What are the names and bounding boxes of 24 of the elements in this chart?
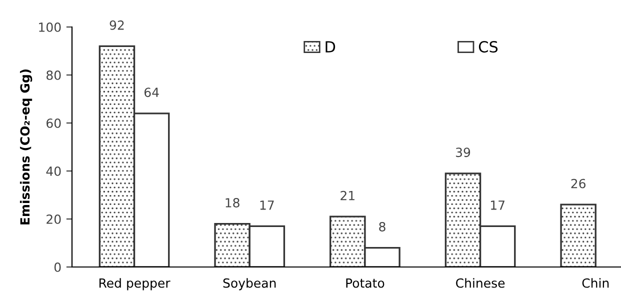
y-tick-label: 0 <box>54 262 61 272</box>
y-axis-title: Emissions (CO₂-eq Gg) <box>20 69 32 224</box>
y-tick-label: 60 <box>46 118 61 128</box>
data-label: 39 <box>456 148 470 158</box>
data-label: 64 <box>144 88 159 98</box>
data-label: 26 <box>571 178 586 188</box>
y-tick-label: 100 <box>39 22 61 32</box>
x-tick-label: Red pepper <box>99 278 170 290</box>
data-label: 18 <box>226 198 240 208</box>
data-label: 8 <box>379 222 386 232</box>
y-tick-label: 80 <box>46 70 61 80</box>
x-tick-label: Soybean <box>223 278 276 290</box>
legend-label: D <box>326 41 336 52</box>
legend-label: CS <box>478 41 498 53</box>
data-label: 92 <box>110 20 124 30</box>
y-tick-label: 20 <box>46 214 61 224</box>
y-tick-label: 40 <box>46 166 61 176</box>
data-label: 21 <box>340 190 354 200</box>
x-tick-label: Potato <box>346 278 384 288</box>
data-label: 17 <box>491 200 504 210</box>
x-tick-label: Chinese <box>456 278 505 288</box>
x-tick-label: Chin <box>582 278 609 288</box>
data-label: 17 <box>260 200 274 210</box>
bar <box>560 204 596 267</box>
